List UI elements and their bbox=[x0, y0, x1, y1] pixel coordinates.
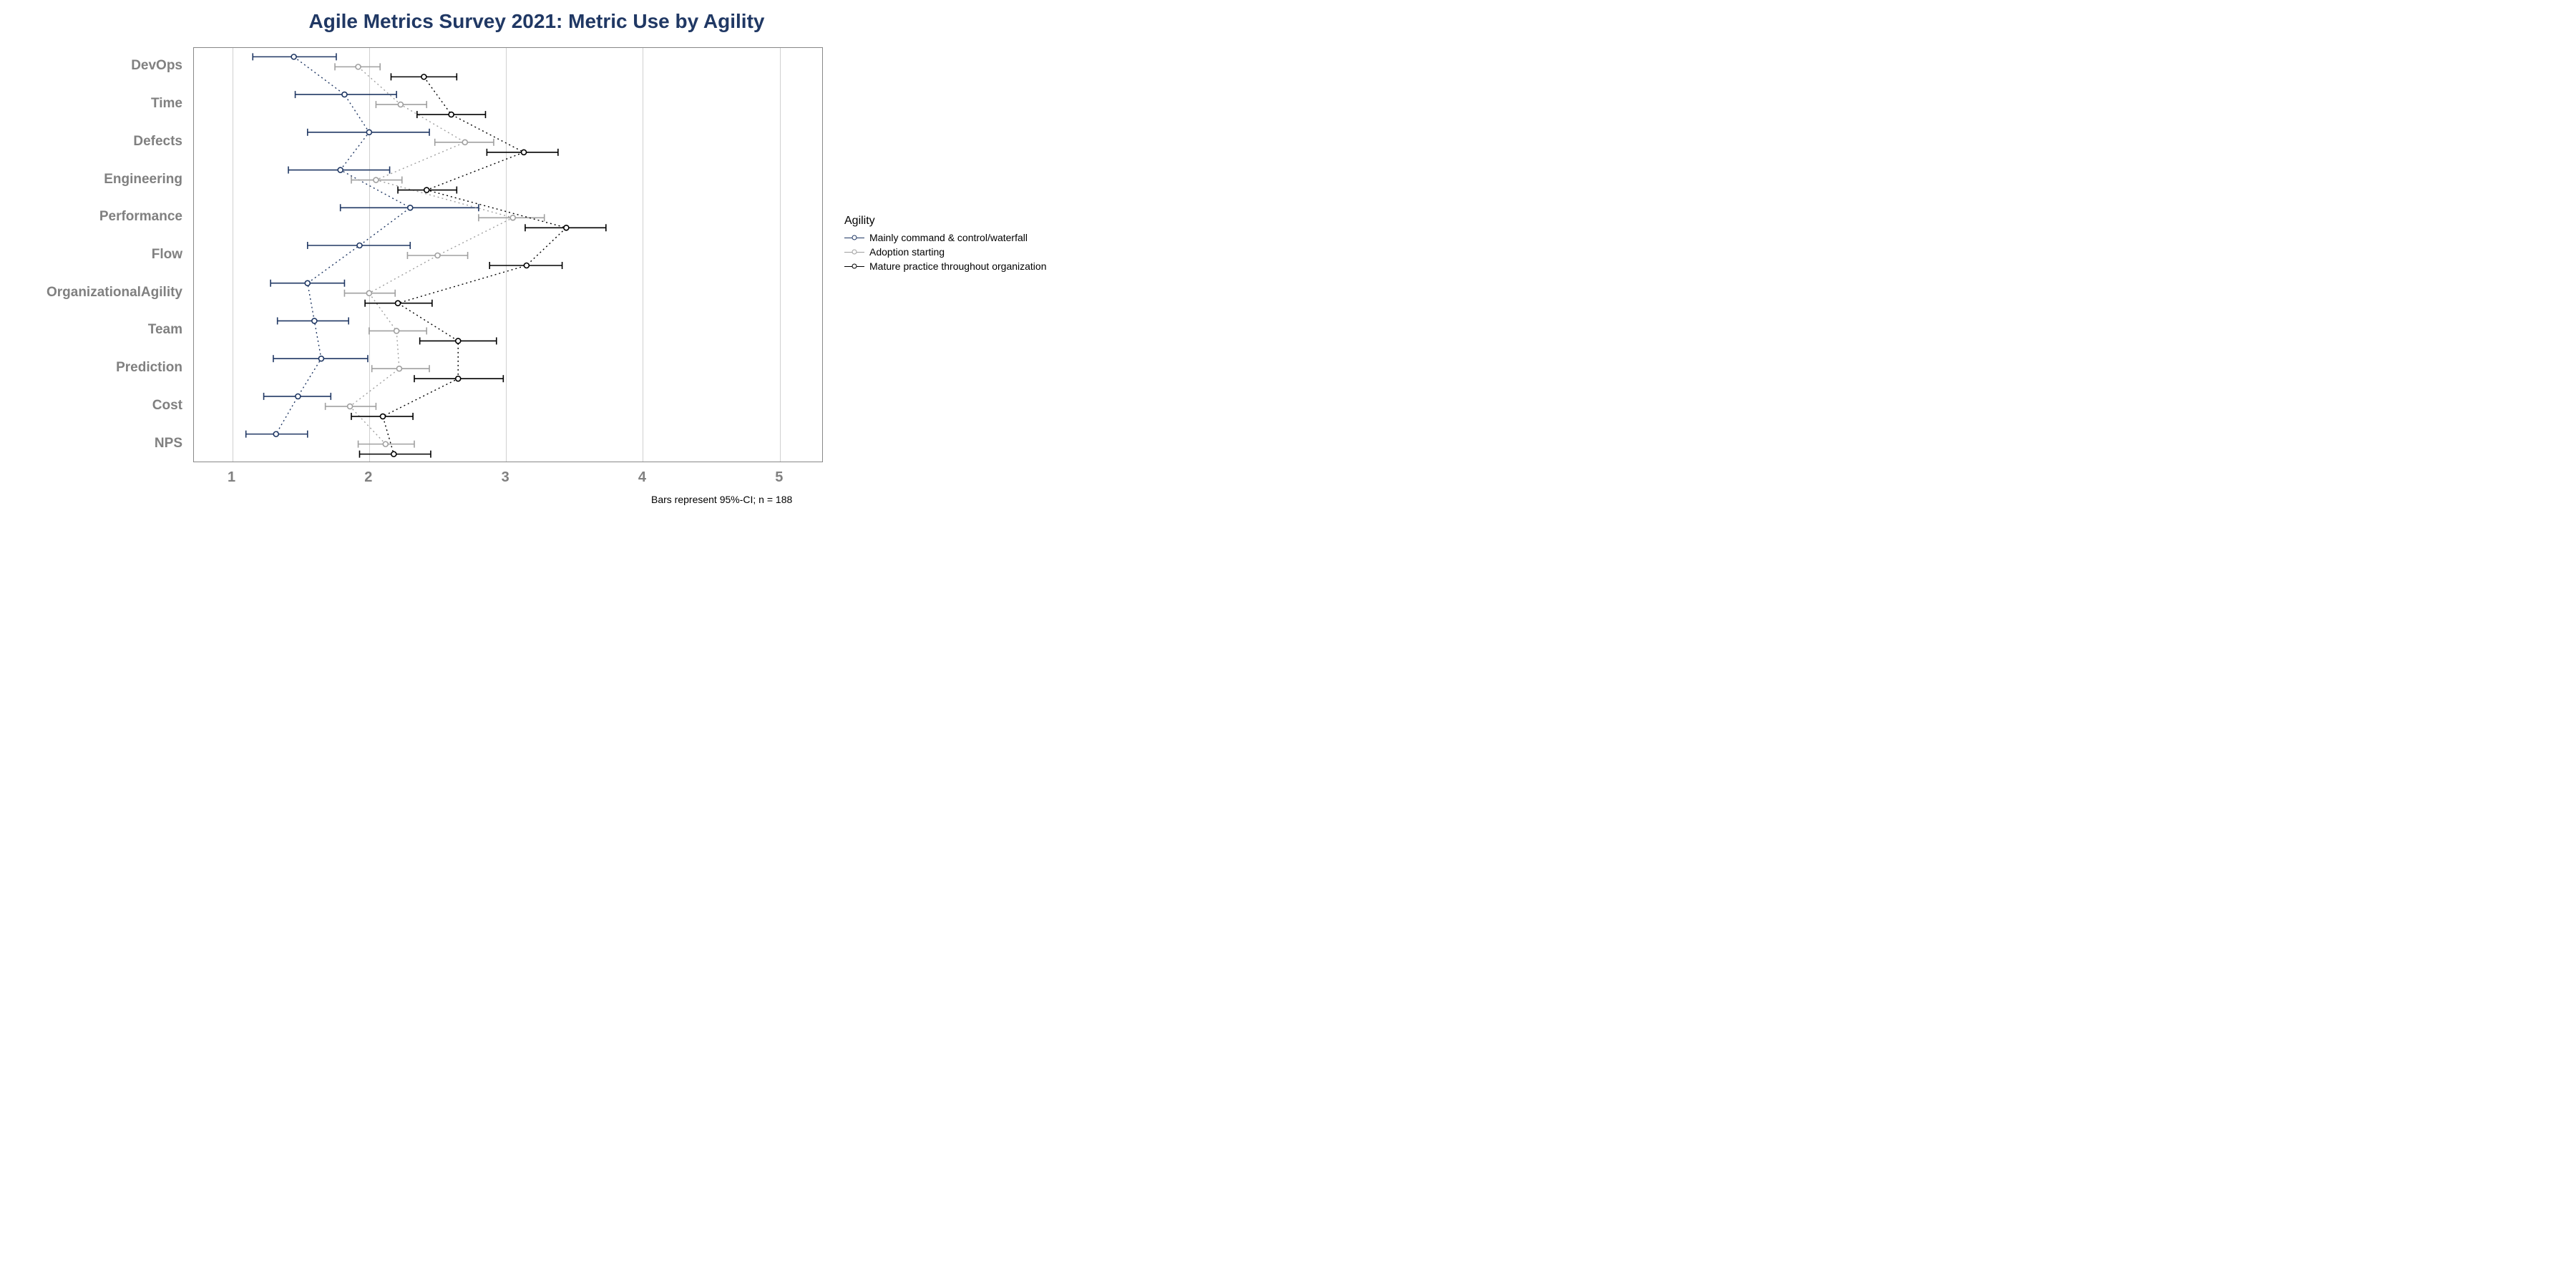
legend-item: Mature practice throughout organization bbox=[844, 260, 1046, 272]
y-category-label: Team bbox=[148, 322, 182, 338]
series-polyline bbox=[350, 67, 513, 444]
data-marker bbox=[456, 338, 461, 343]
data-marker bbox=[421, 74, 426, 79]
data-marker bbox=[305, 280, 310, 286]
data-marker bbox=[383, 441, 388, 447]
data-marker bbox=[424, 187, 429, 192]
y-category-label: DevOps bbox=[131, 58, 182, 74]
data-marker bbox=[394, 328, 399, 333]
x-tick-label: 3 bbox=[502, 469, 509, 486]
y-category-label: Performance bbox=[99, 209, 182, 225]
y-category-label: OrganizationalAgility bbox=[47, 285, 182, 301]
y-category-label: Flow bbox=[152, 247, 182, 263]
data-marker bbox=[318, 356, 323, 361]
data-marker bbox=[374, 177, 379, 182]
data-marker bbox=[391, 452, 396, 457]
data-marker bbox=[381, 414, 386, 419]
y-category-label: Engineering bbox=[104, 172, 182, 187]
y-category-label: Time bbox=[151, 96, 182, 112]
data-marker bbox=[462, 140, 467, 145]
chart-stage: Agile Metrics Survey 2021: Metric Use by… bbox=[0, 0, 1073, 537]
plot-area bbox=[193, 47, 823, 462]
data-marker bbox=[408, 205, 413, 210]
data-marker bbox=[396, 301, 401, 306]
gridline bbox=[369, 48, 370, 462]
chart-caption: Bars represent 95%-CI; n = 188 bbox=[651, 494, 792, 505]
y-category-label: NPS bbox=[155, 436, 182, 452]
data-marker bbox=[342, 92, 347, 97]
data-marker bbox=[356, 64, 361, 69]
data-marker bbox=[398, 102, 403, 107]
data-marker bbox=[291, 54, 296, 59]
y-category-label: Cost bbox=[152, 398, 182, 414]
legend-item: Adoption starting bbox=[844, 246, 1046, 258]
data-marker bbox=[522, 150, 527, 155]
legend-item: Mainly command & control/waterfall bbox=[844, 232, 1046, 243]
x-tick-label: 1 bbox=[228, 469, 235, 486]
y-category-label: Defects bbox=[133, 134, 182, 150]
legend-title: Agility bbox=[844, 215, 1046, 228]
data-marker bbox=[312, 318, 317, 323]
series-polyline bbox=[383, 77, 566, 454]
gridline bbox=[506, 48, 507, 462]
data-marker bbox=[296, 394, 301, 399]
data-marker bbox=[338, 167, 343, 172]
data-marker bbox=[273, 431, 278, 436]
data-marker bbox=[456, 376, 461, 381]
x-tick-label: 2 bbox=[364, 469, 372, 486]
x-tick-label: 4 bbox=[638, 469, 646, 486]
data-marker bbox=[510, 215, 515, 220]
data-marker bbox=[348, 404, 353, 409]
series-polyline bbox=[276, 57, 410, 434]
legend-label: Adoption starting bbox=[869, 246, 945, 258]
gridline bbox=[780, 48, 781, 462]
legend: Agility Mainly command & control/waterfa… bbox=[844, 215, 1046, 275]
data-marker bbox=[396, 366, 401, 371]
legend-label: Mainly command & control/waterfall bbox=[869, 232, 1028, 243]
data-marker bbox=[449, 112, 454, 117]
data-marker bbox=[435, 253, 440, 258]
data-marker bbox=[357, 243, 362, 248]
x-tick-label: 5 bbox=[775, 469, 783, 486]
data-marker bbox=[564, 225, 569, 230]
data-marker bbox=[524, 263, 529, 268]
plot-svg bbox=[194, 48, 824, 463]
chart-title: Agile Metrics Survey 2021: Metric Use by… bbox=[0, 10, 1073, 33]
y-category-label: Prediction bbox=[116, 360, 182, 376]
legend-label: Mature practice throughout organization bbox=[869, 260, 1046, 272]
